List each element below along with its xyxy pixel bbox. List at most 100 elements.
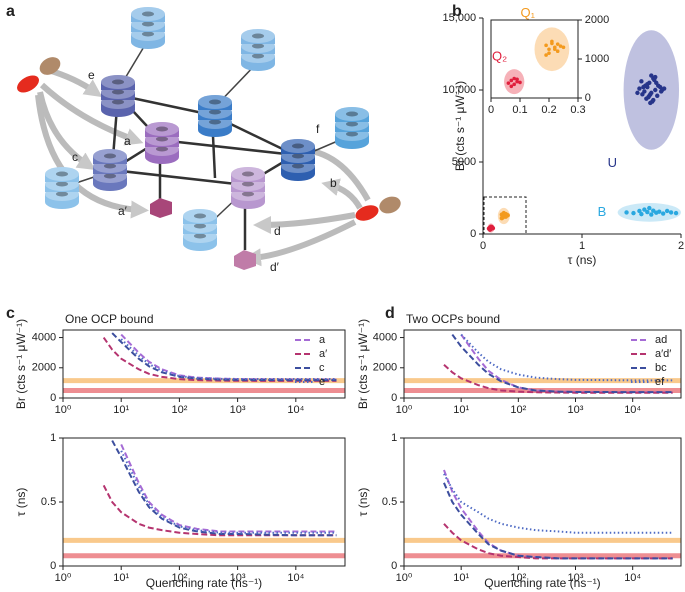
- x-tick-label: 10²: [171, 572, 187, 584]
- point: [655, 93, 660, 98]
- series-line: [451, 333, 673, 394]
- disc-stack: [145, 122, 179, 164]
- legend-label: a: [319, 334, 326, 346]
- point: [673, 210, 679, 216]
- series-line: [102, 484, 337, 537]
- chart-title: One OCP bound: [65, 312, 154, 326]
- point: [659, 87, 665, 93]
- y-axis-label: Br (cts s⁻¹ μW⁻¹): [14, 319, 28, 409]
- x-tick-label: 1: [579, 240, 585, 252]
- disc-stack: [183, 209, 217, 251]
- plot-area: [63, 332, 345, 393]
- plot-area: [404, 333, 681, 394]
- panel-label: a: [6, 3, 15, 20]
- y-tick-label: 1: [391, 432, 397, 444]
- ocp: [355, 196, 401, 221]
- x-tick-label: 10⁴: [624, 404, 641, 416]
- point: [515, 77, 519, 82]
- disc-stack: [198, 95, 232, 137]
- point: [555, 49, 560, 53]
- point: [550, 39, 554, 44]
- point: [639, 79, 644, 84]
- x-tick-label: 0.1: [512, 104, 527, 116]
- disc-stack: [101, 75, 135, 117]
- diagram-label: c: [72, 150, 78, 164]
- arrows: [35, 67, 371, 267]
- point: [651, 97, 656, 103]
- series-label: Q₁: [521, 5, 536, 20]
- y-tick-label: 4000: [373, 331, 397, 343]
- legend-label: ad: [655, 334, 667, 346]
- axes-frame: [482, 18, 681, 235]
- x-tick-label: 0.2: [541, 104, 556, 116]
- point: [645, 84, 650, 90]
- x-tick-label: 10¹: [453, 572, 469, 584]
- y-tick-label: 0: [391, 560, 397, 572]
- x-tick-label: 0.3: [570, 104, 585, 116]
- x-tick-label: 10¹: [113, 572, 129, 584]
- diagram-label: a′: [118, 204, 128, 218]
- x-tick-label: 10⁴: [287, 572, 304, 584]
- monomer: [234, 250, 256, 270]
- point: [558, 44, 563, 48]
- y-tick-label: 10,000: [443, 84, 477, 96]
- point: [647, 205, 652, 211]
- y-tick-label: 0: [585, 92, 591, 104]
- point: [668, 210, 674, 215]
- point: [648, 100, 653, 106]
- plot-area: [63, 440, 345, 559]
- series-line: [460, 333, 673, 382]
- diagram: a e a c a′ f b d d′: [6, 3, 401, 274]
- diagram-label: a: [124, 134, 131, 148]
- x-tick-label: 10⁰: [55, 572, 72, 584]
- cluster-ellipse: [504, 69, 525, 95]
- series-line: [120, 450, 337, 534]
- point: [518, 80, 522, 85]
- point: [653, 87, 658, 93]
- chart-title: Two OCPs bound: [406, 312, 500, 326]
- series-line: [111, 440, 337, 537]
- y-tick-label: 1: [50, 432, 56, 444]
- y-tick-label: 4000: [32, 331, 56, 343]
- legend-label: a′: [319, 348, 327, 360]
- cluster-ellipse: [534, 27, 570, 72]
- point: [653, 74, 658, 80]
- y-tick-label: 2000: [585, 14, 609, 26]
- point: [544, 43, 548, 48]
- x-tick-label: 10²: [510, 404, 526, 416]
- point: [509, 84, 514, 89]
- series-label: Q₂: [492, 49, 507, 64]
- y-tick-label: 1000: [585, 53, 609, 65]
- point: [503, 211, 508, 217]
- point: [635, 90, 640, 96]
- point: [512, 82, 516, 87]
- x-tick-label: 10⁴: [287, 404, 304, 416]
- plot-area: [486, 30, 681, 233]
- y-tick-label: 0: [50, 560, 56, 572]
- x-axis-label: Quenching rate (ns⁻¹): [146, 576, 262, 590]
- diagram-label: b: [330, 176, 337, 190]
- legend-label: a′d′: [655, 348, 671, 360]
- series-line: [102, 336, 337, 382]
- series-label: U: [608, 155, 617, 170]
- y-tick-label: 2000: [32, 362, 56, 374]
- legend-label: ef: [655, 376, 665, 388]
- diagram-label: e: [88, 68, 95, 82]
- cluster-ellipse: [623, 30, 680, 150]
- x-tick-label: 10³: [230, 404, 246, 416]
- disc-stack: [131, 7, 165, 49]
- point: [649, 212, 654, 217]
- diagram-label: f: [316, 122, 320, 136]
- x-tick-label: 10³: [230, 572, 246, 584]
- x-tick-label: 0: [488, 104, 494, 116]
- disc-stack: [93, 149, 127, 191]
- panel-label: b: [452, 3, 462, 20]
- disc-stack: [241, 29, 275, 71]
- y-axis-label: τ (ns): [356, 488, 370, 517]
- point: [649, 73, 654, 78]
- point: [624, 210, 629, 215]
- y-tick-label: 0.5: [382, 496, 397, 508]
- x-tick-label: 10¹: [453, 404, 469, 416]
- point: [660, 211, 666, 216]
- series-line: [460, 333, 673, 394]
